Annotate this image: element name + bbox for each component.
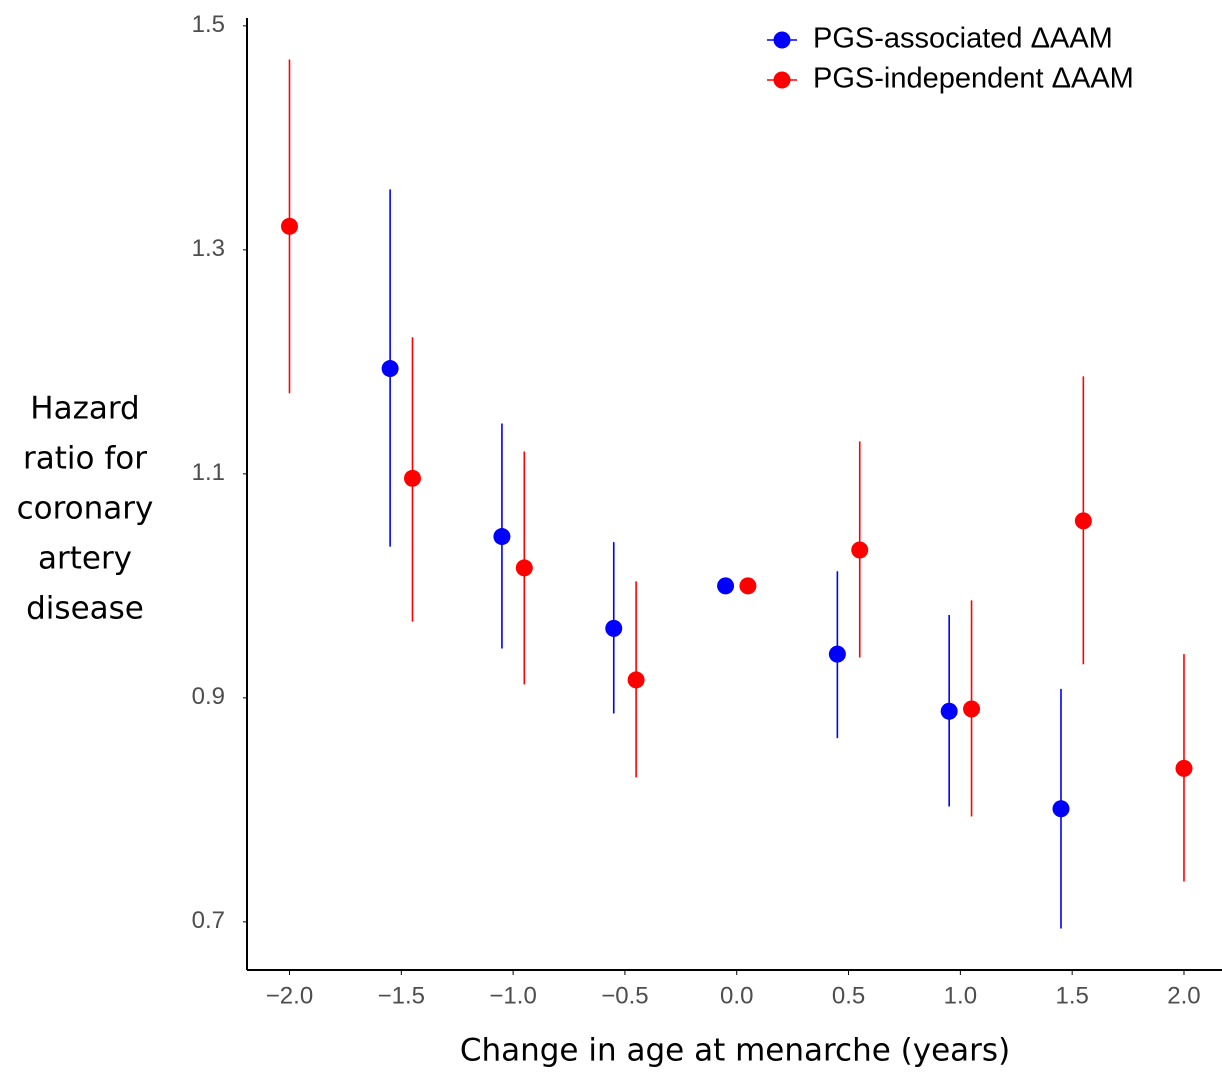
point xyxy=(1052,800,1070,818)
x-tick-label: 0.0 xyxy=(720,982,753,1009)
legend-label: PGS-associated ΔAAM xyxy=(813,23,1113,55)
point xyxy=(403,469,421,487)
x-tick-label: 2.0 xyxy=(1167,982,1200,1009)
x-tick-label: −2.0 xyxy=(266,982,313,1009)
y-tick-label: 1.3 xyxy=(192,235,225,262)
point xyxy=(493,528,511,546)
x-axis-label: Change in age at menarche (years) xyxy=(460,1033,1010,1069)
y-tick-label: 1.1 xyxy=(192,459,225,486)
y-axis-label: coronary xyxy=(17,491,154,527)
point xyxy=(963,700,981,718)
point xyxy=(515,559,533,577)
y-tick-label: 0.7 xyxy=(192,907,225,934)
legend-marker xyxy=(773,71,791,89)
y-axis-label: disease xyxy=(26,591,144,627)
point xyxy=(1175,759,1193,777)
y-tick-label: 0.9 xyxy=(192,683,225,710)
point xyxy=(605,619,623,637)
point xyxy=(280,217,298,235)
legend-label: PGS-independent ΔAAM xyxy=(813,63,1134,95)
point xyxy=(717,577,735,595)
y-axis-label: artery xyxy=(38,541,132,577)
x-tick-label: 0.5 xyxy=(832,982,865,1009)
point xyxy=(1074,512,1092,530)
point xyxy=(739,577,757,595)
point xyxy=(851,541,869,559)
y-axis-label: ratio for xyxy=(23,441,147,477)
point xyxy=(627,671,645,689)
x-tick-label: −0.5 xyxy=(601,982,648,1009)
point xyxy=(828,645,846,663)
y-tick-label: 1.5 xyxy=(192,11,225,38)
x-tick-label: −1.0 xyxy=(489,982,536,1009)
legend-marker xyxy=(773,31,791,49)
x-tick-label: −1.5 xyxy=(378,982,425,1009)
point xyxy=(381,360,399,378)
point xyxy=(940,702,958,720)
y-axis-label: Hazard xyxy=(30,391,139,427)
x-tick-label: 1.5 xyxy=(1055,982,1088,1009)
x-tick-label: 1.0 xyxy=(944,982,977,1009)
